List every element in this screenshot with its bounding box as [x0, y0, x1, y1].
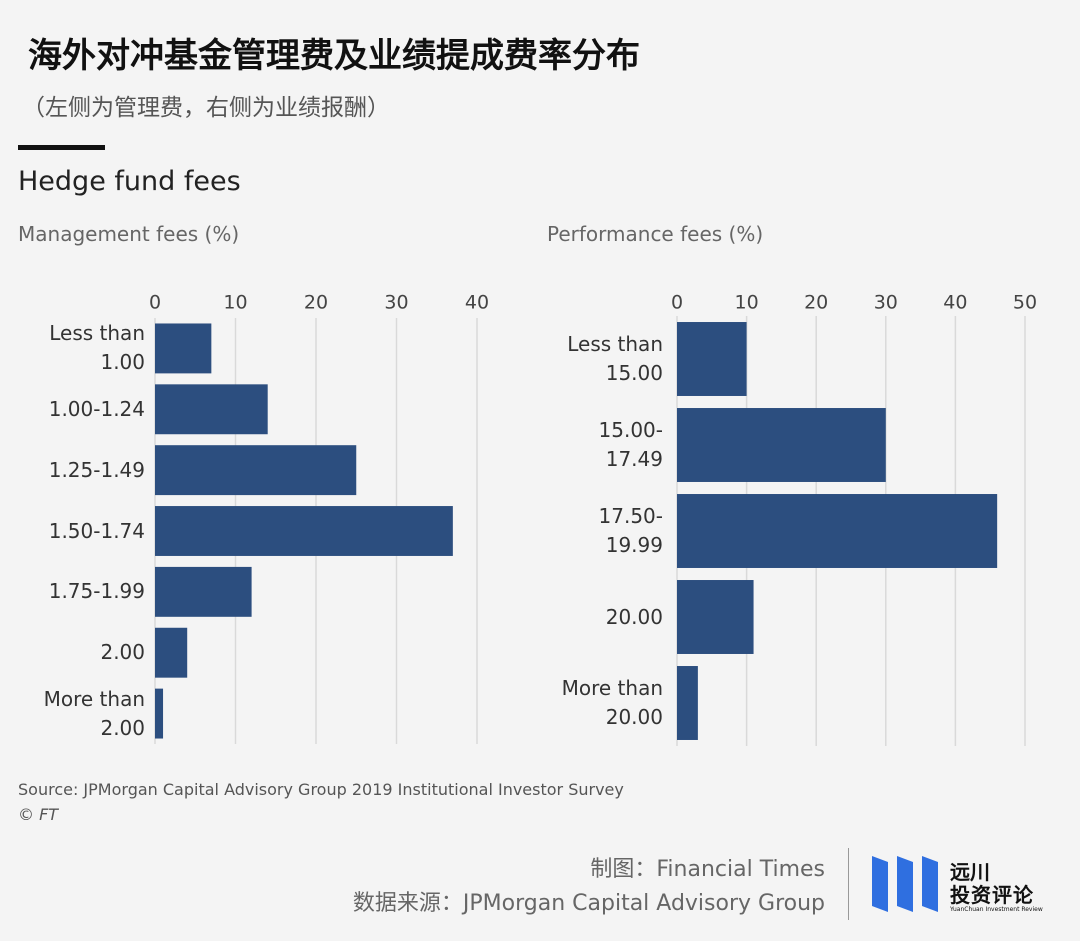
x-tick-label: 40: [465, 292, 489, 314]
bar: [155, 627, 188, 678]
x-tick-label: 0: [149, 292, 161, 314]
bar: [677, 408, 886, 482]
logo-sub: 投资评论: [950, 883, 1034, 907]
bar: [155, 445, 357, 496]
y-tick-label: Less than 15.00: [567, 332, 663, 385]
y-tick-label: Less than 1.00: [49, 321, 145, 375]
logo-name: 远川: [950, 860, 990, 884]
y-tick-label: 1.50-1.74: [48, 518, 145, 543]
chart-heading: Hedge fund fees: [18, 166, 241, 197]
bar: [155, 688, 164, 739]
x-tick-label: 20: [804, 292, 828, 314]
x-tick-label: 30: [874, 292, 898, 314]
x-tick-label: 30: [384, 292, 408, 314]
credit: 数据来源：JPMorgan Capital Advisory Group: [352, 891, 825, 916]
bar: [677, 666, 698, 740]
credit: 制图：Financial Times: [590, 857, 825, 882]
y-tick-label: 1.75-1.99: [48, 579, 145, 604]
x-tick-label: 50: [1013, 292, 1037, 314]
copyright: © FT: [18, 805, 59, 824]
bar: [155, 506, 453, 556]
rule: [18, 145, 105, 150]
bar: [155, 384, 268, 435]
y-tick-label: 15.00- 17.49: [598, 418, 663, 471]
bar: [155, 323, 212, 374]
source: Source: JPMorgan Capital Advisory Group …: [18, 780, 624, 799]
chart-title: Performance fees (%): [547, 222, 764, 246]
y-tick-label: 1.00-1.24: [48, 396, 145, 421]
bar: [677, 494, 998, 568]
y-tick-label: 17.50- 19.99: [598, 504, 663, 557]
y-tick-label: More than 20.00: [561, 676, 663, 729]
bar: [155, 566, 252, 617]
title: 海外对冲基金管理费及业绩提成费率分布: [28, 36, 640, 76]
x-tick-label: 10: [735, 292, 759, 314]
bar: [677, 322, 747, 396]
logo-en: YuanChuan Investment Review: [950, 906, 1043, 913]
x-tick-label: 0: [671, 292, 683, 314]
y-tick-label: 20.00: [605, 604, 663, 629]
x-tick-label: 40: [943, 292, 967, 314]
chart-title: Management fees (%): [18, 222, 240, 246]
x-tick-label: 10: [223, 292, 247, 314]
y-tick-label: 2.00: [100, 640, 145, 665]
divider: [848, 848, 849, 920]
subtitle: （左侧为管理费，右侧为业绩报酬）: [22, 95, 390, 121]
y-tick-label: 1.25-1.49: [48, 457, 145, 482]
x-tick-label: 20: [304, 292, 328, 314]
y-tick-label: More than 2.00: [43, 686, 145, 740]
bar: [677, 580, 754, 654]
